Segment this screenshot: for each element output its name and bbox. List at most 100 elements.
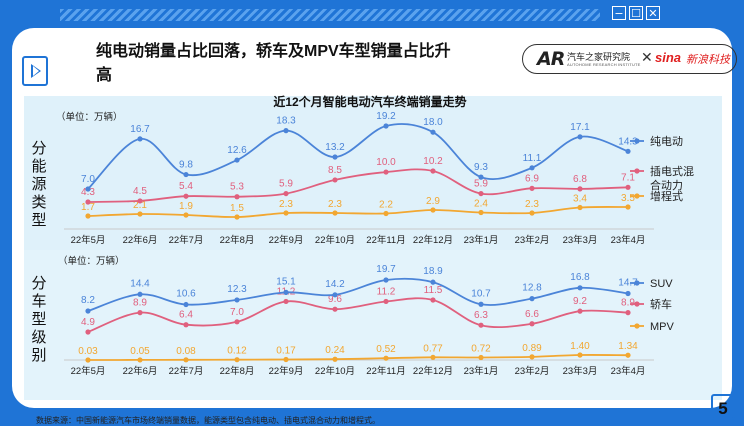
- chart-1: 近12个月智能电动汽车终端销量走势 （单位：万辆） 22年5月 22年6月 22年7月 2…: [56, 94, 694, 246]
- energy-type-side-label: 分 能 源 类 型: [31, 140, 47, 229]
- data-point: [478, 174, 484, 180]
- x-tick-label: 23年4月: [611, 365, 646, 377]
- legend-label-cont: 合动力: [650, 178, 683, 192]
- x-tick-label: 22年7月: [169, 365, 204, 377]
- legend-label: 插电式混: [650, 164, 694, 178]
- data-point: [478, 190, 484, 197]
- data-point: [430, 279, 436, 285]
- data-label: 6.6: [525, 309, 539, 320]
- data-point: [85, 186, 91, 192]
- data-label: 14.4: [130, 278, 150, 289]
- legend-label: MPV: [650, 321, 675, 333]
- data-point: [137, 136, 143, 142]
- data-label: 9.8: [179, 160, 193, 171]
- data-label: 2.3: [525, 199, 539, 210]
- content-card: 纯电动销量占比回落，轿车及MPV车型销量占比升高 AR 汽车之家研究院 AUTO…: [12, 28, 737, 425]
- x-tick-label: 22年6月: [123, 234, 158, 246]
- vehicle-type-side-label: 分 车 型 级 别: [31, 275, 47, 364]
- data-label: 11.5: [424, 285, 443, 296]
- data-label: 0.12: [227, 346, 247, 357]
- x-tick-label: 22年8月: [220, 365, 255, 377]
- data-label: 16.8: [570, 272, 590, 283]
- data-label: 0.03: [78, 346, 98, 357]
- data-label: 0.08: [176, 346, 196, 357]
- data-label: 3.5: [621, 193, 635, 204]
- data-label: 12.3: [227, 284, 247, 295]
- maximize-icon[interactable]: ☐: [629, 6, 643, 20]
- data-label: 9.3: [474, 162, 488, 173]
- data-point: [332, 154, 338, 160]
- data-label: 1.34: [618, 341, 638, 352]
- data-point: [430, 129, 436, 135]
- series-line-MPV: [87, 354, 629, 361]
- data-label: 6.8: [573, 174, 587, 185]
- data-point: [137, 198, 143, 204]
- x-tick-label: 22年10月: [315, 365, 355, 377]
- data-point: [137, 211, 143, 217]
- data-label: 12.8: [522, 283, 542, 294]
- sina-logo-icon: sina: [655, 50, 682, 65]
- data-label: 2.4: [474, 199, 488, 210]
- data-point: [478, 322, 484, 328]
- data-point: [137, 310, 143, 316]
- data-point: [478, 301, 484, 307]
- data-label: 18.9: [423, 266, 443, 277]
- data-label: 19.7: [376, 264, 396, 275]
- x-tick-label: 22年12月: [413, 365, 453, 377]
- data-point: [332, 306, 338, 312]
- data-point: [577, 134, 583, 140]
- data-point: [478, 209, 484, 216]
- data-point: [625, 310, 631, 316]
- data-label: 7.0: [230, 307, 244, 318]
- data-label: 14.2: [325, 279, 345, 290]
- data-point: [625, 184, 631, 190]
- autohome-logo-icon: AR: [537, 48, 565, 70]
- data-point: [383, 298, 389, 305]
- data-label: 9.6: [328, 294, 342, 305]
- legend-marker: [634, 168, 640, 174]
- data-point: [234, 157, 240, 163]
- legend-marker: [634, 193, 640, 199]
- slide-headline: 纯电动销量占比回落，轿车及MPV车型销量占比升高: [96, 43, 451, 84]
- data-point: [577, 352, 583, 358]
- data-label: 9.2: [573, 296, 587, 307]
- minimize-icon[interactable]: −: [612, 6, 626, 20]
- x-tick-label: 23年2月: [515, 365, 550, 377]
- legend-marker: [634, 323, 640, 329]
- data-label: 17.1: [570, 122, 590, 133]
- data-point: [383, 169, 389, 175]
- x-tick-label: 23年3月: [563, 234, 598, 246]
- data-label: 18.3: [276, 116, 296, 127]
- close-icon[interactable]: ✕: [646, 6, 660, 20]
- data-point: [529, 354, 535, 360]
- autohome-english-name: AUTOHOME RESEARCH INSTITUTE: [567, 62, 641, 67]
- data-point: [137, 291, 143, 297]
- data-label: 8.9: [133, 298, 147, 309]
- x-tick-label: 22年9月: [269, 365, 304, 377]
- data-point: [478, 354, 484, 361]
- data-point: [283, 356, 289, 363]
- data-point: [234, 319, 240, 325]
- cross-icon: ✕: [641, 49, 653, 65]
- data-label: 0.17: [276, 345, 296, 356]
- data-point: [529, 185, 535, 191]
- data-label: 5.9: [279, 179, 293, 190]
- top-chart-panel: [24, 96, 722, 272]
- data-label: 10.7: [471, 288, 491, 299]
- data-point: [529, 165, 535, 171]
- data-label: 2.3: [328, 199, 342, 210]
- data-label: 7.1: [621, 172, 635, 183]
- x-tick-label: 22年5月: [71, 365, 106, 377]
- data-point: [332, 356, 338, 362]
- x-tick-label: 23年4月: [611, 234, 646, 246]
- data-label: 2.3: [279, 199, 293, 210]
- data-point: [183, 357, 189, 363]
- data-label: 0.89: [522, 343, 542, 354]
- data-point: [283, 289, 289, 295]
- data-point: [625, 352, 631, 358]
- data-point: [577, 285, 583, 291]
- series-line-纯电动: [87, 123, 629, 190]
- data-point: [85, 308, 91, 314]
- chart-2: （单位：万辆） 22年5月 22年6月 22年7月 22年8月 22年9月 22年10月 22…: [58, 255, 675, 377]
